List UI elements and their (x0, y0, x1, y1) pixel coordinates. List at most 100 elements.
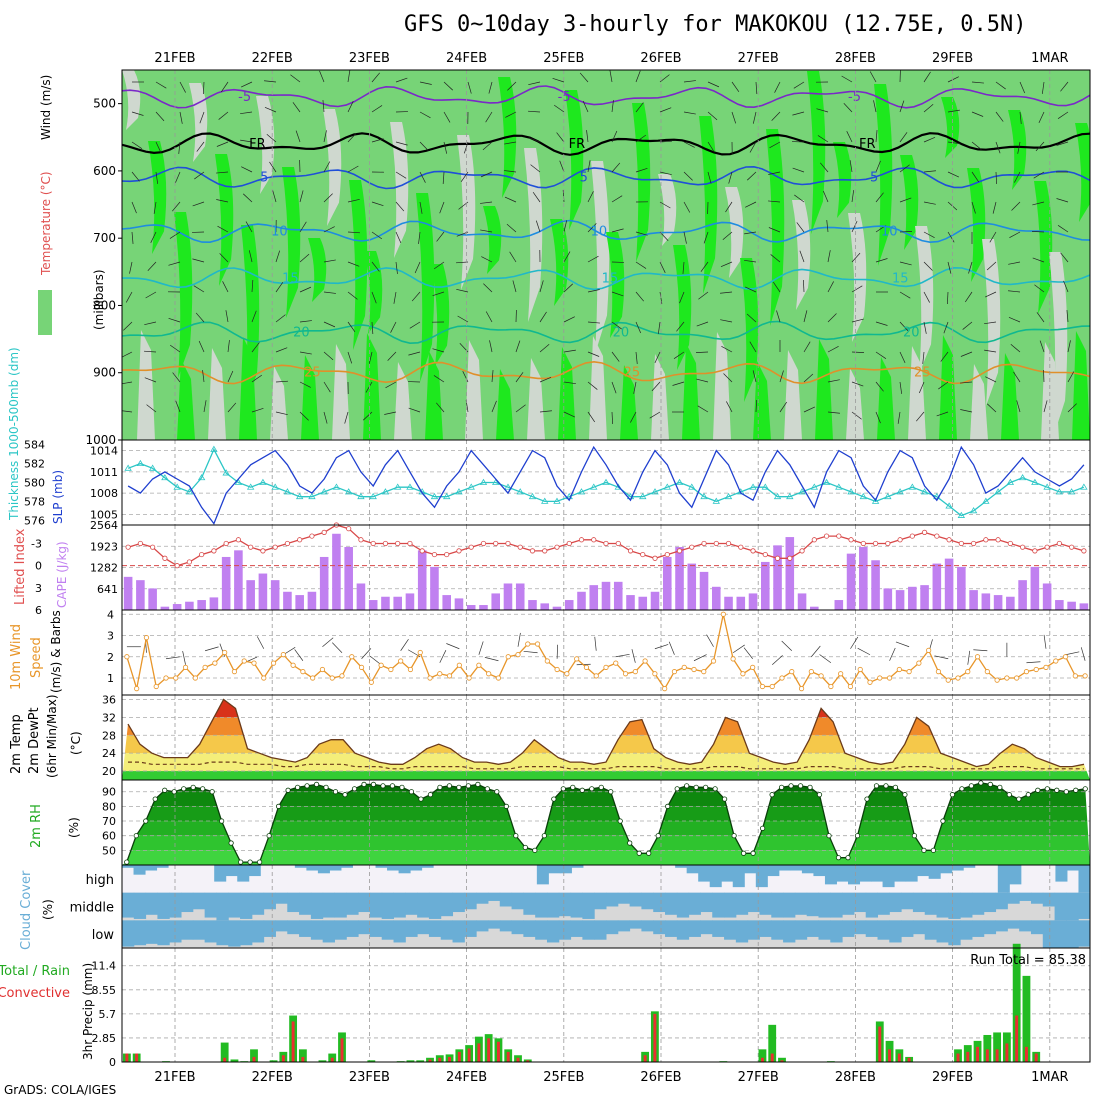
wind-barb-10m (400, 638, 409, 651)
thickness-line-point (406, 483, 414, 490)
wind-barb (923, 71, 931, 83)
wind-barb (875, 351, 887, 360)
wind-speed-line-point (583, 664, 590, 670)
rh-line-point (304, 783, 310, 789)
upper-air-panel: -5 -5 -5 FR FR FR 5 5 5 10 10 10 15 15 15 20 20 20 25 25 25 5… (38, 69, 1091, 447)
wind-barb (721, 346, 733, 353)
wind-barb (776, 310, 781, 323)
lifted-index-line-point (272, 544, 278, 550)
wind-barb (1010, 344, 1021, 353)
cloud-low-cell (747, 920, 760, 940)
wind-speed-line-point (926, 647, 932, 653)
wind-speed-line-point (495, 675, 502, 681)
cloud-middle-cell (771, 892, 784, 918)
wind-barb (827, 313, 837, 323)
wind-barb (611, 411, 613, 425)
wind-barb (411, 291, 421, 302)
wind-barb (659, 107, 672, 113)
cloud-high-cell (801, 865, 814, 874)
cloud-high-cell (698, 865, 711, 882)
wind-barb (843, 102, 853, 113)
cape-bar (246, 580, 255, 610)
rh-line-point (266, 833, 272, 839)
precip-convective-bar (301, 1056, 305, 1062)
cloud-middle-cell (830, 892, 843, 918)
lifted-index-line-point (664, 551, 670, 558)
cloud-low-cell (594, 920, 607, 940)
cape-bar (601, 581, 611, 610)
cloud-middle-cell (1042, 892, 1056, 907)
cloud-middle-cell (983, 892, 997, 913)
wind-barb (923, 231, 935, 238)
lifted-index-line-point (554, 544, 560, 550)
cloud-high-cell (306, 865, 319, 871)
cloud-low-cell (877, 920, 890, 940)
lifted-index-line-point (811, 537, 817, 543)
precip-convective-bar (770, 1053, 774, 1062)
cape-bar (699, 571, 709, 610)
wind-barb (506, 223, 517, 233)
wind-barb (323, 411, 328, 424)
wind-barb (1033, 171, 1045, 179)
wind-barb (563, 381, 576, 385)
cloud-high-cell (871, 865, 884, 882)
lifted-index-line-point (529, 548, 536, 554)
wind-barb (168, 261, 181, 266)
cloud-high-cell (824, 865, 837, 885)
wind-barb (587, 321, 600, 324)
lifted-index-line-point (223, 540, 229, 547)
wind-barb (539, 410, 552, 413)
lifted-index-line-point (431, 551, 438, 558)
wind-barb (611, 195, 623, 203)
rh-line-point (693, 784, 699, 790)
ylabel-total-rain: Total / Rain (0, 964, 70, 979)
cloud-middle-cell (251, 892, 265, 915)
wind-barb (947, 171, 960, 178)
wind-speed-line-point (652, 671, 658, 677)
precip-convective-bar (780, 1060, 784, 1062)
thickness-line-point (822, 478, 831, 485)
wind-barb (582, 100, 589, 113)
ylabel-precip-unit: 3hr Precip (mm) (81, 963, 95, 1060)
wind-barb (1063, 280, 1069, 293)
thickness-line-point (712, 497, 720, 504)
cloud-middle-cell (310, 892, 324, 919)
cape-bar (332, 533, 341, 610)
wind-barb (899, 231, 913, 233)
cloud-middle-cell (275, 892, 288, 904)
wind-barb (368, 351, 373, 364)
run-total-label: Run Total = 85.38 (970, 953, 1086, 968)
wind-barb (131, 141, 143, 150)
wind-speed-line-point (407, 666, 414, 673)
ylabel-minmax: (6hr Min/Max) (45, 695, 59, 779)
thickness-line-point (136, 459, 145, 467)
wind-speed-line-point (896, 666, 902, 673)
wind-barb (722, 231, 733, 240)
rh-line-point (826, 833, 832, 839)
rh-cell (1008, 110, 1027, 190)
wind-speed-line-point (769, 683, 775, 690)
cloud-high-cell (317, 865, 330, 874)
wind-barb (371, 201, 384, 207)
wind-barb (779, 370, 784, 383)
wind-barb (899, 381, 903, 394)
rh-line-point (807, 784, 813, 790)
cloud-low-cell (381, 920, 395, 940)
wind-10m-panel: 1 2 3 4 10m Wind Speed (m/s) & Barbs (9, 608, 1091, 696)
cape-bar (761, 561, 770, 610)
isotherm-label: 5 (870, 171, 878, 186)
precip-tick-label: 2.85 (92, 1032, 117, 1045)
thickness-line-point (859, 492, 868, 500)
lifted-index-line-point (260, 548, 266, 554)
bottom-date-label: 27FEB (738, 1070, 779, 1085)
cloud-middle-cell (240, 892, 253, 919)
rh-line-point (940, 818, 946, 824)
cloud-high-cell (997, 865, 1010, 893)
rh-cell (900, 155, 919, 250)
wind-barb (960, 381, 973, 384)
cloud-level-label: high (86, 873, 114, 888)
precip-convective-bar (1005, 1043, 1009, 1062)
rh-cell (908, 346, 926, 440)
wind-speed-line-point (329, 675, 335, 681)
rh-line-point (465, 783, 471, 789)
